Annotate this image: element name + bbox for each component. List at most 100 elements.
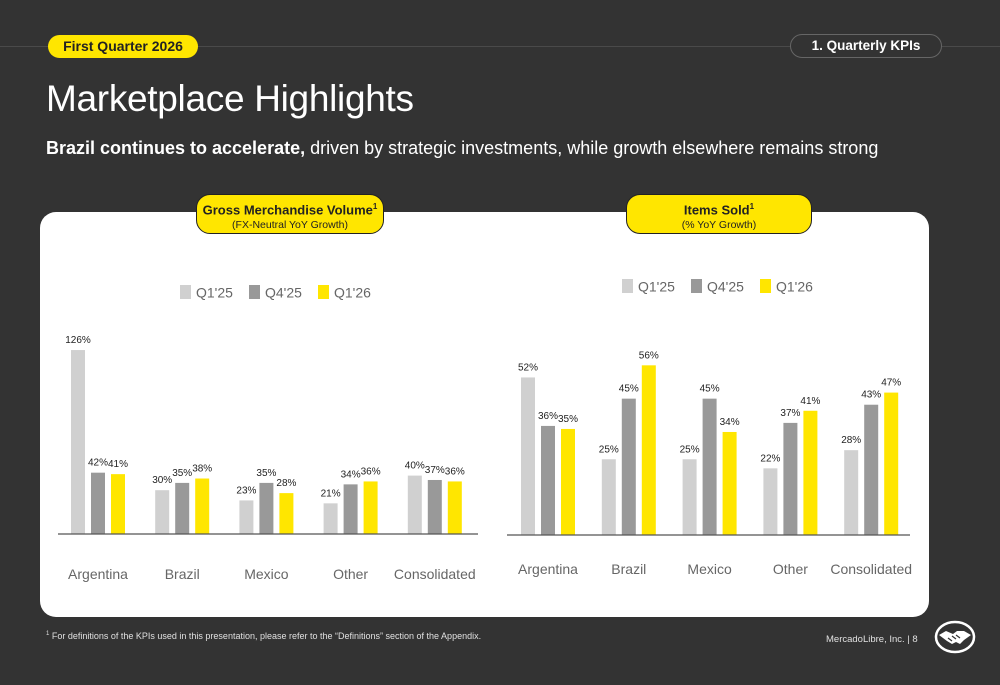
items-bar-1-0 (601, 459, 616, 535)
items-chart-title: Items Sold1 (683, 202, 755, 218)
items-value-label-4-0: 28% (841, 435, 861, 446)
gmv-category-label-1: Brazil (165, 566, 200, 582)
items-value-label-1-1: 45% (619, 384, 639, 395)
gmv-legend-swatch-0 (180, 285, 191, 299)
items-value-label-4-1: 43% (861, 390, 881, 401)
period-badge: First Quarter 2026 (48, 35, 198, 58)
items-value-label-1-2: 56% (639, 350, 659, 361)
gmv-bar-4-1 (427, 479, 442, 534)
gmv-value-label-1-1: 35% (172, 468, 192, 479)
gmv-value-label-3-1: 34% (341, 469, 361, 480)
gmv-bar-2-1 (259, 482, 274, 534)
items-value-label-4-2: 47% (881, 378, 901, 389)
page-title: Marketplace Highlights (46, 78, 414, 119)
gmv-legend-swatch-2 (318, 285, 329, 299)
items-category-label-1: Brazil (611, 561, 646, 577)
gmv-bar-0-0 (71, 350, 85, 534)
items-value-label-0-0: 52% (518, 362, 538, 373)
handshake-logo-icon (934, 620, 976, 654)
items-bar-2-0 (682, 459, 697, 535)
items-legend-label-0: Q1'25 (638, 279, 675, 295)
items-value-label-2-0: 25% (680, 444, 700, 455)
gmv-bar-1-2 (195, 478, 210, 534)
page-subtitle: Brazil continues to accelerate, driven b… (46, 138, 878, 159)
items-bar-4-0 (844, 450, 859, 535)
subtitle-bold: Brazil continues to accelerate, (46, 138, 306, 158)
gmv-value-label-1-0: 30% (152, 475, 172, 486)
gmv-chart-subtitle: (FX-Neutral YoY Growth) (232, 219, 348, 232)
gmv-value-label-4-2: 36% (445, 466, 465, 477)
gmv-bar-1-1 (175, 482, 190, 534)
gmv-value-label-0-0: 126% (65, 335, 91, 346)
items-legend-swatch-2 (760, 279, 771, 293)
gmv-bar-4-0 (407, 475, 422, 534)
company-page-number: MercadoLibre, Inc. | 8 (826, 634, 918, 645)
gmv-bar-0-1 (91, 472, 105, 534)
items-category-label-2: Mexico (687, 561, 732, 577)
gmv-value-label-2-1: 35% (256, 468, 276, 479)
items-chart-title-pill: Items Sold1 (% YoY Growth) (626, 194, 812, 234)
items-legend-label-2: Q1'26 (776, 279, 813, 295)
gmv-value-label-4-0: 40% (405, 461, 425, 472)
items-bar-3-2 (803, 410, 818, 535)
items-value-label-3-2: 41% (800, 396, 820, 407)
items-bar-4-1 (864, 404, 879, 535)
gmv-chart-title-pill: Gross Merchandise Volume1 (FX-Neutral Yo… (196, 194, 384, 234)
items-category-label-0: Argentina (518, 561, 578, 577)
items-bar-1-1 (621, 398, 636, 535)
section-badge: 1. Quarterly KPIs (790, 34, 942, 58)
gmv-value-label-4-1: 37% (425, 465, 445, 476)
items-value-label-1-0: 25% (599, 444, 619, 455)
gmv-bar-1-0 (155, 490, 170, 534)
gmv-bar-3-1 (343, 484, 358, 534)
gmv-category-label-0: Argentina (68, 566, 128, 582)
items-legend-swatch-1 (691, 279, 702, 293)
items-bar-2-2 (722, 431, 737, 535)
gmv-value-label-2-2: 28% (276, 478, 296, 489)
items-value-label-0-2: 35% (558, 414, 578, 425)
charts-panel (40, 212, 929, 617)
items-bar-0-0 (521, 377, 535, 535)
gmv-category-label-4: Consolidated (394, 566, 476, 582)
gmv-bar-2-0 (239, 500, 254, 534)
gmv-legend-swatch-1 (249, 285, 260, 299)
items-bar-1-2 (641, 365, 656, 535)
footnote: 1 For definitions of the KPIs used in th… (46, 631, 482, 641)
items-category-label-3: Other (773, 561, 808, 577)
gmv-value-label-3-0: 21% (321, 488, 341, 499)
gmv-bar-3-0 (323, 503, 338, 534)
items-bar-2-1 (702, 398, 717, 535)
items-bar-3-0 (763, 468, 778, 535)
gmv-bar-2-2 (279, 493, 294, 534)
gmv-value-label-0-2: 41% (108, 459, 128, 470)
gmv-bar-3-2 (363, 481, 378, 534)
gmv-value-label-3-2: 36% (361, 466, 381, 477)
gmv-value-label-1-2: 38% (192, 464, 212, 475)
subtitle-rest: driven by strategic investments, while g… (305, 138, 879, 158)
items-value-label-0-1: 36% (538, 411, 558, 422)
gmv-category-label-2: Mexico (244, 566, 289, 582)
items-bar-3-1 (783, 422, 798, 535)
items-category-label-4: Consolidated (830, 561, 912, 577)
items-value-label-3-0: 22% (760, 453, 780, 464)
gmv-value-label-2-0: 23% (236, 485, 256, 496)
gmv-value-label-0-1: 42% (88, 458, 108, 469)
items-value-label-2-1: 45% (700, 384, 720, 395)
gmv-chart-title: Gross Merchandise Volume1 (202, 202, 378, 218)
header-rule (0, 46, 1000, 47)
gmv-bar-4-2 (447, 481, 462, 534)
items-chart-subtitle: (% YoY Growth) (681, 219, 757, 232)
gmv-bar-0-2 (111, 474, 125, 534)
items-value-label-2-2: 34% (720, 417, 740, 428)
items-value-label-3-1: 37% (780, 408, 800, 419)
gmv-category-label-3: Other (333, 566, 368, 582)
items-bar-4-2 (884, 392, 899, 535)
items-bar-0-1 (541, 425, 555, 535)
items-legend-swatch-0 (622, 279, 633, 293)
gmv-legend-label-2: Q1'26 (334, 285, 371, 301)
items-bar-0-2 (561, 428, 575, 535)
gmv-legend-label-1: Q4'25 (265, 285, 302, 301)
gmv-legend-label-0: Q1'25 (196, 285, 233, 301)
items-legend-label-1: Q4'25 (707, 279, 744, 295)
